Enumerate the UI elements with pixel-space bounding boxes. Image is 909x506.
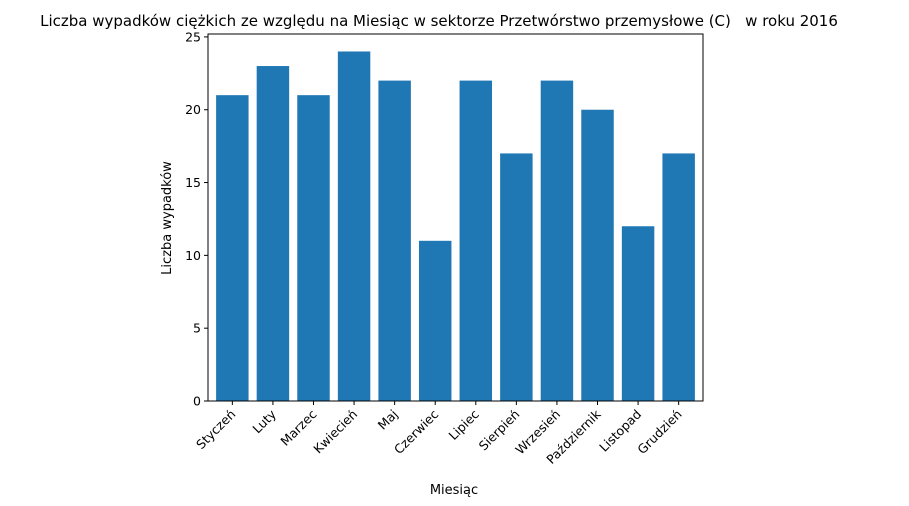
bar-11	[621, 226, 655, 401]
bar-8	[500, 153, 533, 401]
x-tick-label: Kwiecień	[310, 407, 360, 457]
y-tick-label: 20	[185, 102, 201, 117]
x-tick-label: Styczeń	[193, 407, 238, 452]
bars-group	[216, 51, 695, 402]
y-tick-label: 5	[193, 321, 201, 336]
x-axis-label: Miesiąc	[430, 483, 478, 498]
x-tick-label: Luty	[249, 406, 279, 436]
y-tick-label: 25	[185, 29, 201, 44]
y-axis-label: Liczba wypadków	[160, 161, 175, 275]
bar-1	[216, 95, 249, 402]
bar-9	[540, 80, 574, 401]
x-tick-label: Lipiec	[446, 406, 482, 442]
bar-6	[418, 240, 452, 401]
y-tick-label: 10	[185, 248, 201, 263]
y-axis-ticks: 0 5 10 15 20 25	[185, 29, 208, 409]
bar-7	[459, 80, 493, 401]
chart-title: Liczba wypadków ciężkich ze względu na M…	[40, 12, 838, 30]
plot-frame	[207, 33, 704, 402]
y-tick-label: 15	[185, 175, 201, 190]
bar-10	[581, 109, 614, 401]
bar-12	[662, 153, 695, 401]
bar-4	[337, 51, 371, 401]
bar-5	[378, 80, 411, 401]
bar-3	[297, 95, 330, 402]
bar-2	[256, 66, 290, 401]
y-tick-label: 0	[193, 394, 201, 409]
x-tick-label: Maj	[375, 407, 401, 433]
x-tick-label: Grudzień	[634, 407, 684, 457]
x-tick-label: Czerwiec	[391, 406, 442, 457]
